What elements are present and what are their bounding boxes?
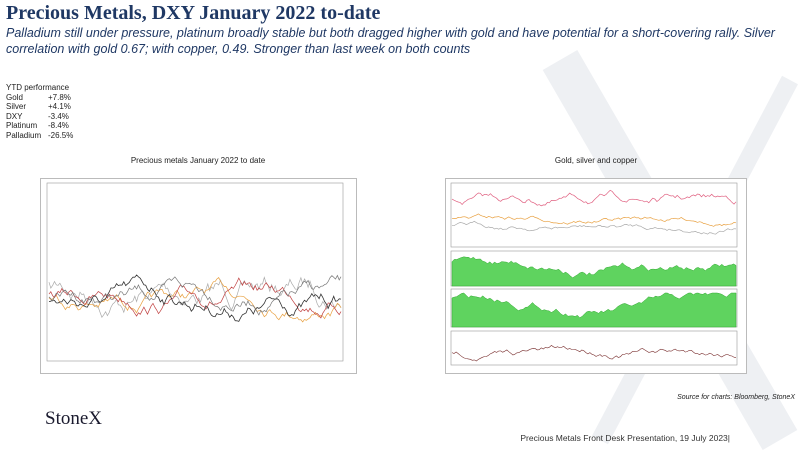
footer: Precious Metals Front Desk Presentation,… bbox=[520, 433, 730, 443]
ytd-title: YTD performance bbox=[6, 83, 70, 92]
chart-title: Gold, silver and copper bbox=[554, 156, 638, 165]
chart-art bbox=[452, 220, 737, 235]
chart-image bbox=[40, 178, 357, 374]
chart-art bbox=[48, 274, 342, 322]
chart-art bbox=[48, 276, 342, 319]
ytd-metal: Platinum bbox=[6, 121, 38, 130]
subtitle: Palladium still under pressure, platinum… bbox=[6, 26, 775, 56]
chart-art bbox=[450, 182, 738, 248]
ytd-value: +4.1% bbox=[48, 102, 71, 111]
ytd-table: YTD performance Gold +7.8% Silver +4.1% DXY -… bbox=[6, 83, 73, 140]
chart-art bbox=[451, 345, 737, 362]
ytd-value: +7.8% bbox=[48, 92, 71, 102]
ytd-metal: Silver bbox=[6, 102, 27, 111]
chart-art bbox=[48, 274, 342, 316]
chart-art bbox=[46, 182, 344, 362]
chart-art bbox=[48, 277, 342, 319]
source: Source for charts: Bloomberg, StoneX bbox=[677, 394, 795, 401]
ytd-row: Gold +7.8% bbox=[6, 93, 73, 103]
ytd-row: Platinum -8.4% bbox=[6, 121, 73, 131]
ytd-rows: Gold +7.8% Silver +4.1% DXY -3.4% Platinum -8.4… bbox=[6, 93, 73, 141]
chart-art bbox=[48, 276, 342, 323]
chart-title: Precious metals January 2022 to date bbox=[130, 156, 266, 165]
chart-art bbox=[451, 292, 737, 328]
chart-image bbox=[445, 178, 747, 374]
ytd-row: Silver +4.1% bbox=[6, 102, 73, 112]
chart-art bbox=[451, 189, 737, 207]
chart-art bbox=[450, 330, 738, 366]
ytd-value: -8.4% bbox=[48, 121, 69, 130]
logo: StoneX bbox=[45, 408, 102, 429]
chart-art bbox=[451, 256, 737, 287]
chart-art bbox=[451, 213, 737, 227]
ytd-value: -26.5% bbox=[48, 130, 74, 140]
ytd-value: -3.4% bbox=[48, 111, 69, 121]
title: Precious Metals, DXY January 2022 to-dat… bbox=[6, 2, 381, 24]
ytd-metal: Gold bbox=[6, 92, 23, 102]
ytd-row: DXY -3.4% bbox=[6, 112, 73, 122]
ytd-metal: Palladium bbox=[6, 130, 42, 140]
ytd-row: Palladium -26.5% bbox=[6, 131, 73, 141]
ytd-metal: DXY bbox=[6, 111, 23, 121]
